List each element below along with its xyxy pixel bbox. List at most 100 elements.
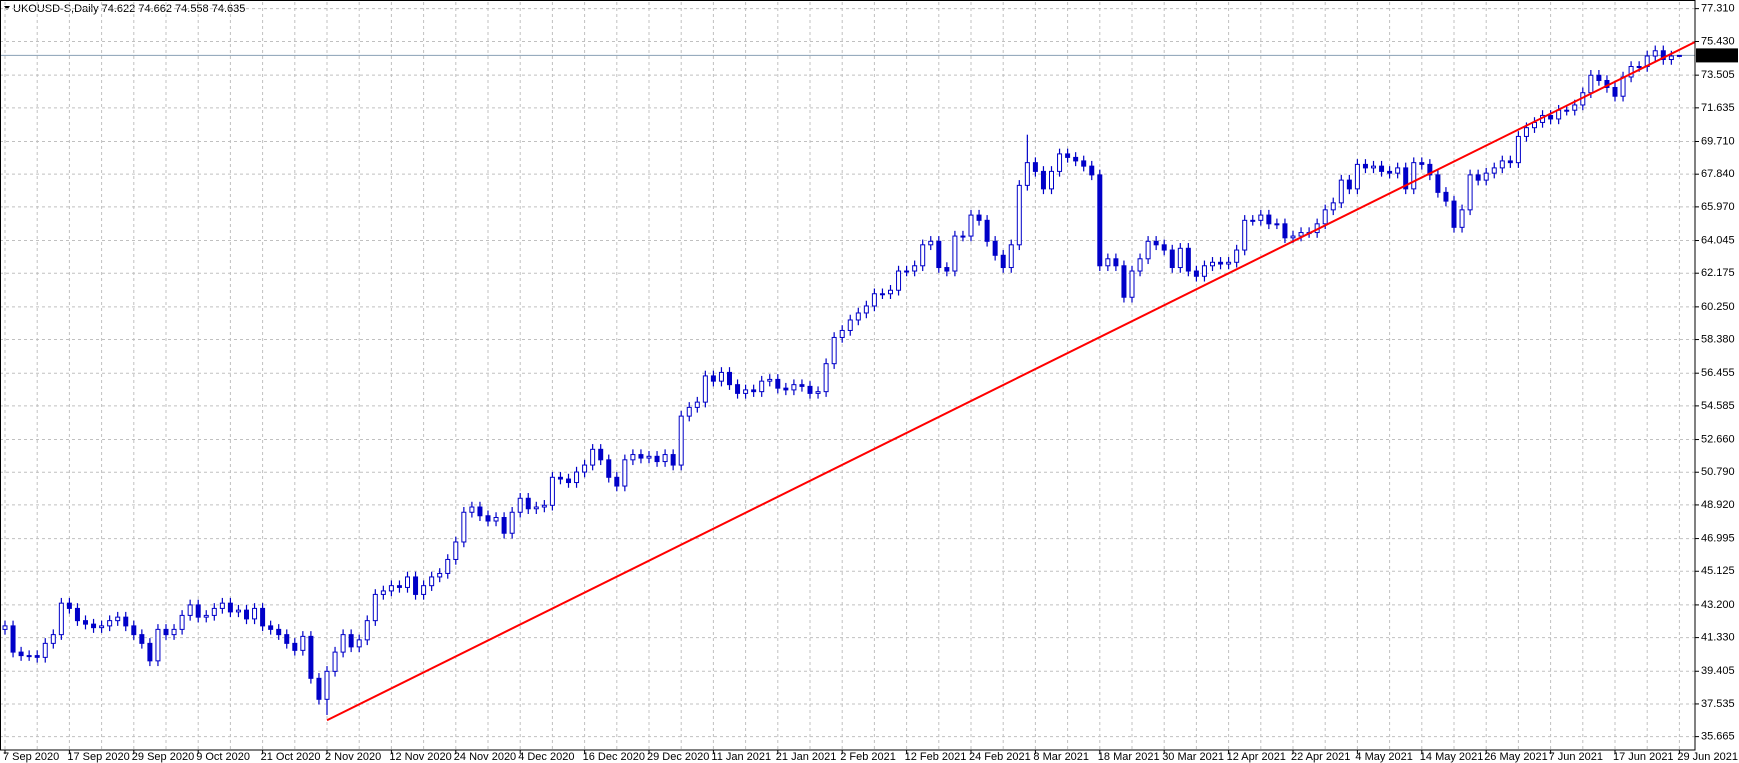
x-tick-label: 7 Sep 2020 — [3, 751, 59, 763]
candle-body — [1274, 223, 1280, 226]
candle-body — [831, 336, 837, 365]
candle-body — [131, 625, 137, 636]
candle-body — [879, 293, 885, 296]
candle-body — [18, 651, 24, 657]
candle-body — [1419, 162, 1425, 165]
y-tick-label: 50.790 — [1701, 466, 1735, 478]
y-tick-label: 65.970 — [1701, 201, 1735, 213]
candle-body — [1668, 55, 1674, 61]
x-tick-label: 12 Nov 2020 — [389, 751, 451, 763]
candle-body — [614, 476, 620, 487]
candle-body — [437, 572, 443, 578]
candle-body — [1065, 153, 1071, 158]
candle-body — [863, 305, 869, 314]
y-tick-label: 54.585 — [1701, 400, 1735, 412]
y-tick-label: 77.310 — [1701, 3, 1735, 15]
candle-body — [461, 511, 467, 543]
candle-body — [10, 625, 16, 653]
candle-body — [1451, 200, 1457, 228]
y-tick-label: 67.840 — [1701, 168, 1735, 180]
candle-body — [694, 401, 700, 408]
candle-body — [686, 406, 692, 417]
candle-body — [421, 585, 427, 595]
candle-body — [1089, 165, 1095, 176]
y-tick-label: 75.430 — [1701, 35, 1735, 47]
y-tick-label: 60.250 — [1701, 301, 1735, 313]
y-tick-label: 37.535 — [1701, 698, 1735, 710]
candle-body — [1411, 162, 1417, 190]
candle-body — [557, 476, 563, 480]
candle-body — [115, 616, 121, 622]
candle-body — [622, 459, 628, 487]
candle-body — [340, 634, 346, 653]
candle-body — [1435, 174, 1441, 193]
candle-body — [445, 558, 451, 574]
candle-body — [26, 655, 32, 658]
candle-body — [1193, 270, 1199, 277]
candle-body — [598, 448, 604, 461]
candle-body — [1000, 254, 1006, 269]
candle-body — [1588, 74, 1594, 94]
candle-body — [155, 628, 161, 662]
candle-body — [1290, 235, 1296, 239]
candle-body — [976, 214, 982, 221]
candle-body — [574, 471, 580, 484]
candle-body — [1137, 258, 1143, 272]
candle-body — [356, 639, 362, 648]
candle-body — [107, 620, 113, 627]
y-tick-label: 56.455 — [1701, 367, 1735, 379]
candle-body — [396, 585, 402, 588]
y-tick-label: 71.635 — [1701, 102, 1735, 114]
candle-body — [453, 541, 459, 560]
candle-body — [300, 635, 306, 651]
candle-body — [1523, 127, 1529, 137]
price-tag-label: 74.635 — [1700, 50, 1734, 62]
candle-body — [1242, 219, 1248, 251]
candle-body — [429, 576, 435, 587]
candle-body — [1596, 74, 1602, 81]
candle-body — [187, 604, 193, 616]
candle-body — [678, 415, 684, 466]
candle-body — [66, 602, 72, 609]
candle-body — [1145, 240, 1151, 260]
candle-body — [1443, 191, 1449, 202]
candle-body — [1210, 261, 1215, 267]
candle-body — [839, 329, 845, 338]
x-tick-label: 12 Feb 2021 — [905, 751, 967, 763]
candle-body — [1008, 244, 1014, 269]
candle-body — [590, 448, 596, 466]
x-tick-label: 4 May 2021 — [1355, 751, 1412, 763]
x-tick-label: 4 Dec 2020 — [518, 751, 574, 763]
x-tick-label: 12 Apr 2021 — [1227, 751, 1286, 763]
x-tick-label: 17 Jun 2021 — [1613, 751, 1674, 763]
candle-body — [1507, 160, 1513, 164]
candle-body — [1298, 232, 1304, 237]
candle-body — [566, 478, 571, 484]
y-tick-label: 64.045 — [1701, 234, 1735, 246]
candle-body — [50, 634, 56, 644]
plot-frame — [0, 0, 1696, 751]
x-tick-label: 17 Sep 2020 — [67, 751, 129, 763]
x-tick-label: 9 Oct 2020 — [196, 751, 250, 763]
candle-body — [1459, 209, 1465, 228]
candle-body — [1226, 261, 1232, 265]
candle-body — [646, 455, 652, 459]
y-tick-label: 41.330 — [1701, 632, 1735, 644]
candle-body — [775, 378, 781, 389]
candle-body — [1395, 167, 1401, 174]
candle-body — [1556, 109, 1562, 120]
candle-body — [1636, 66, 1642, 69]
candle-body — [276, 628, 282, 636]
candle-body — [1515, 135, 1521, 164]
candle-body — [211, 607, 217, 616]
candle-body — [509, 511, 515, 534]
candle-body — [74, 607, 80, 622]
candle-body — [332, 651, 338, 672]
candle-body — [807, 385, 813, 394]
candle-body — [533, 506, 539, 510]
candle-body — [1660, 50, 1666, 61]
candle-body — [783, 387, 789, 391]
candle-body — [944, 267, 950, 272]
candle-body — [477, 506, 483, 517]
candle-body — [380, 590, 386, 595]
